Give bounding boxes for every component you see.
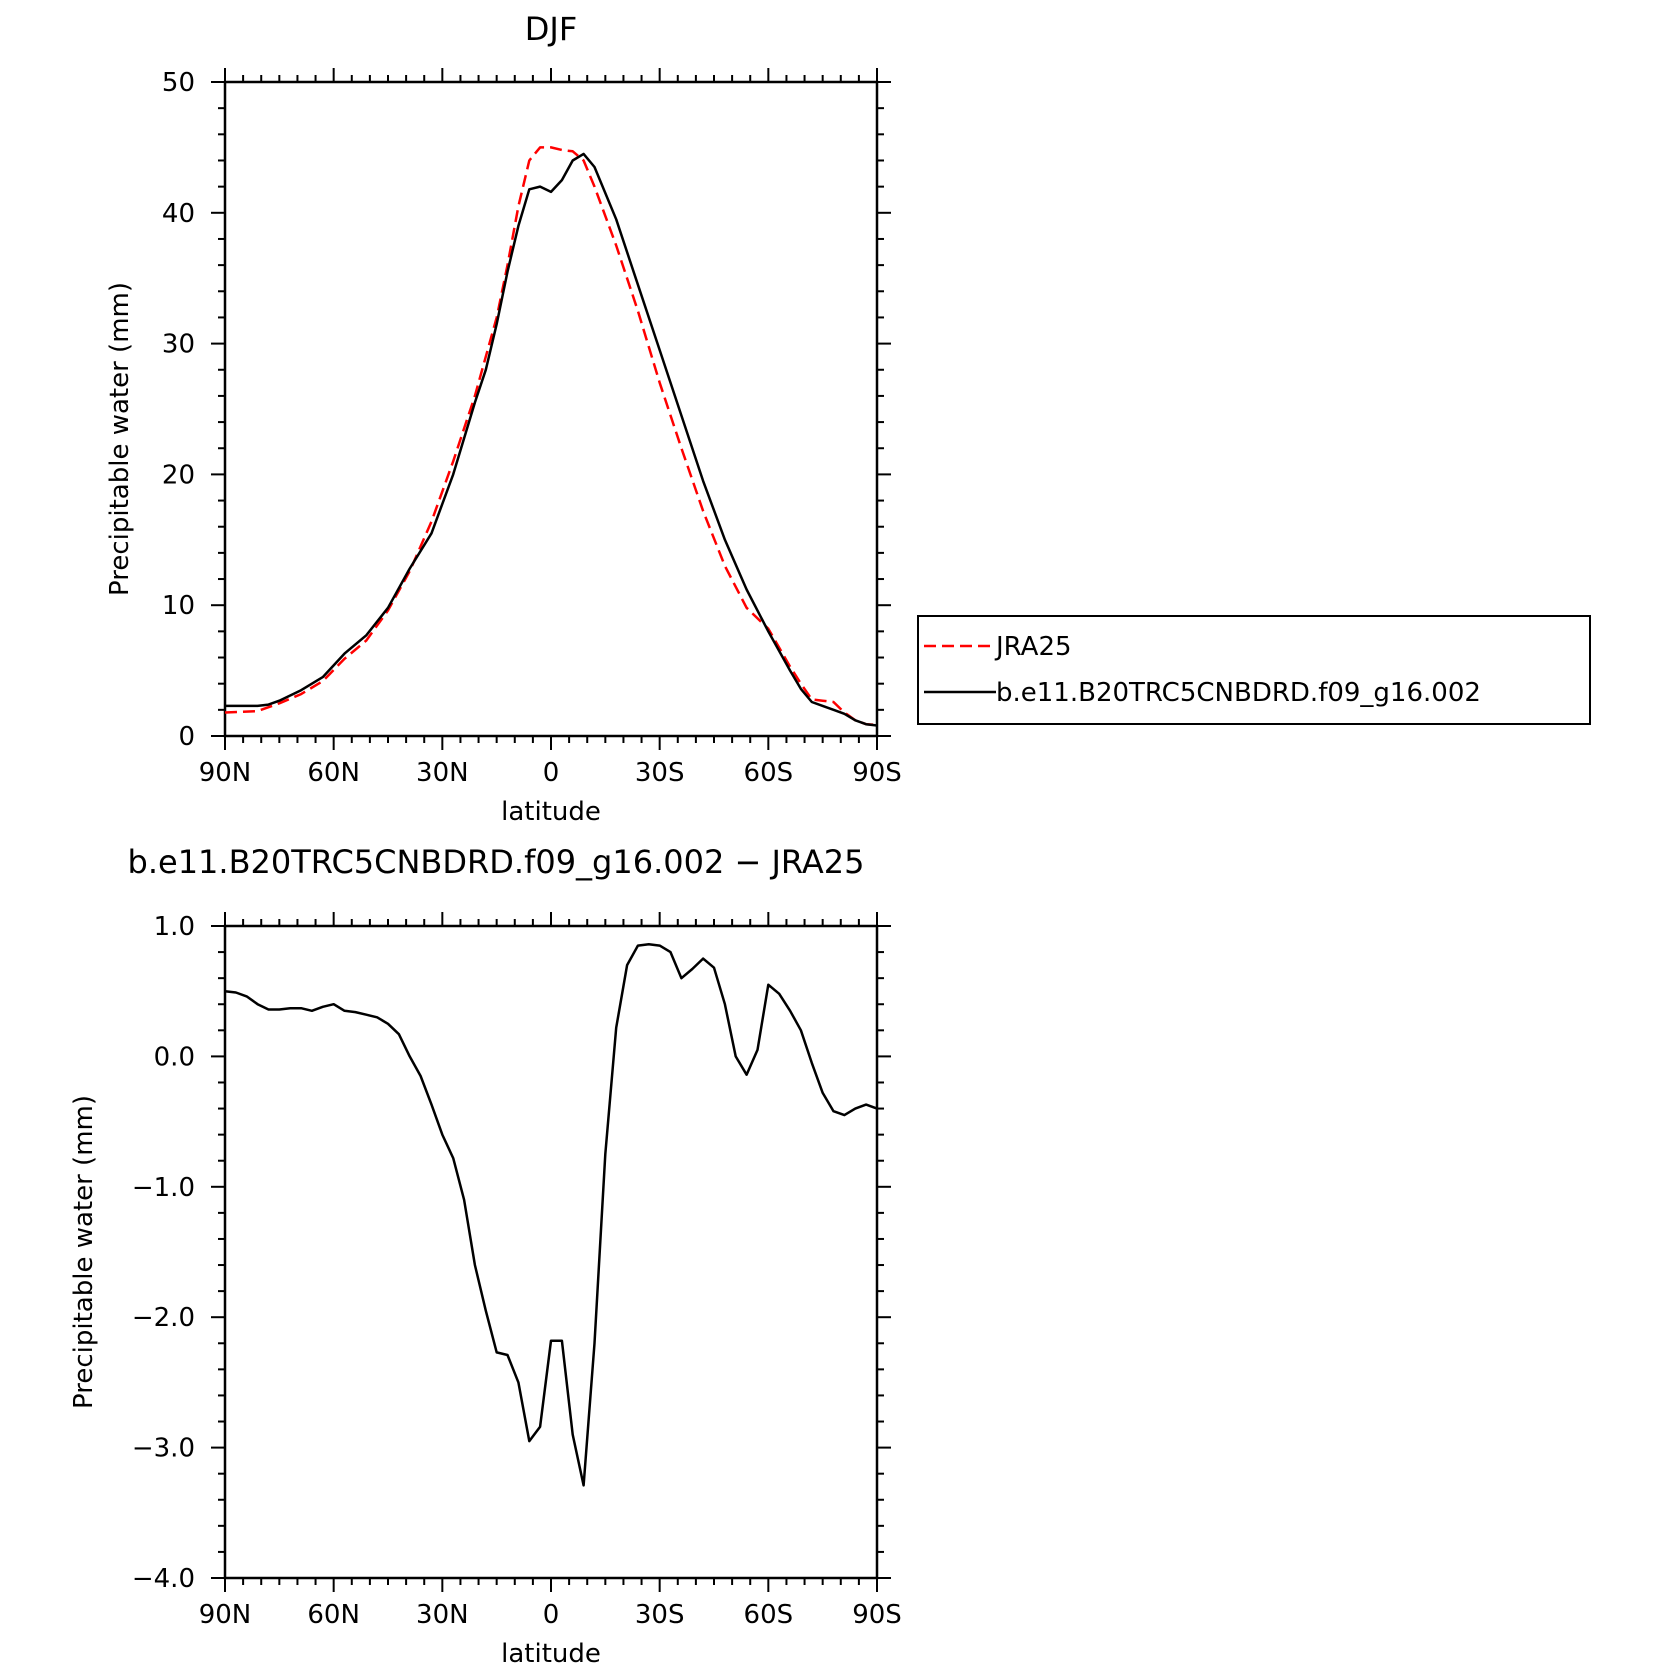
y-tick-label: −3.0 <box>132 1434 195 1464</box>
x-tick-label: 30N <box>416 1600 469 1630</box>
y-tick-label: 0.0 <box>154 1042 195 1072</box>
y-tick-label: 30 <box>162 330 195 360</box>
y-tick-label: 10 <box>162 591 195 621</box>
legend-label: JRA25 <box>994 632 1072 662</box>
plot-frame <box>223 924 879 1580</box>
chart-title: DJF <box>525 10 577 48</box>
legend: JRA25 b.e11.B20TRC5CNBDRD.f09_g16.002 <box>917 615 1591 725</box>
x-axis-label: latitude <box>501 1639 601 1669</box>
x-tick-label: 90N <box>199 1600 252 1630</box>
y-tick-label: −2.0 <box>132 1303 195 1333</box>
panel-bottom: 90N 60N 30N 0 30S 60S 90S 1.0 0.0 −1.0 −2.0 −3.0 −4.… <box>69 843 902 1669</box>
x-tick-label: 60S <box>744 758 794 788</box>
y-tick-label: 50 <box>162 68 195 98</box>
x-tick-label: 60N <box>307 1600 360 1630</box>
difference-line <box>224 943 878 1487</box>
y-tick-label: −4.0 <box>132 1564 195 1594</box>
y-tick-label: 0 <box>178 722 195 752</box>
y-axis-label: Precipitable water (mm) <box>105 282 135 596</box>
y-tick-label: 40 <box>162 199 195 229</box>
x-tick-label: 30S <box>635 1600 685 1630</box>
x-tick-label: 0 <box>543 1600 560 1630</box>
series-line-b-e11-b20trc5cnbdrd-f09-g16-002 <box>225 152 878 727</box>
x-axis-label: latitude <box>501 797 601 827</box>
x-tick-label: 90S <box>852 1600 902 1630</box>
y-axis-label: Precipitable water (mm) <box>69 1095 99 1409</box>
y-tick-label: −1.0 <box>132 1173 195 1203</box>
chart-title: b.e11.B20TRC5CNBDRD.f09_g16.002 − JRA25 <box>128 843 865 881</box>
y-tick-label: 1.0 <box>154 912 195 942</box>
legend-box <box>917 615 1591 725</box>
legend-label: b.e11.B20TRC5CNBDRD.f09_g16.002 <box>996 678 1481 708</box>
x-tick-label: 90S <box>852 758 902 788</box>
x-tick-label: 90N <box>199 758 252 788</box>
x-tick-label: 0 <box>543 758 560 788</box>
x-tick-label: 60S <box>744 1600 794 1630</box>
plot-frame <box>223 80 879 738</box>
y-tick-label: 20 <box>162 460 195 490</box>
panel-top: 90N 60N 30N 0 30S 60S 90S 0 10 20 30 40 50 DJF latitud… <box>105 10 902 827</box>
x-tick-label: 60N <box>307 758 360 788</box>
series-line-jra25 <box>224 146 878 727</box>
x-tick-label: 30S <box>635 758 685 788</box>
x-tick-label: 30N <box>416 758 469 788</box>
